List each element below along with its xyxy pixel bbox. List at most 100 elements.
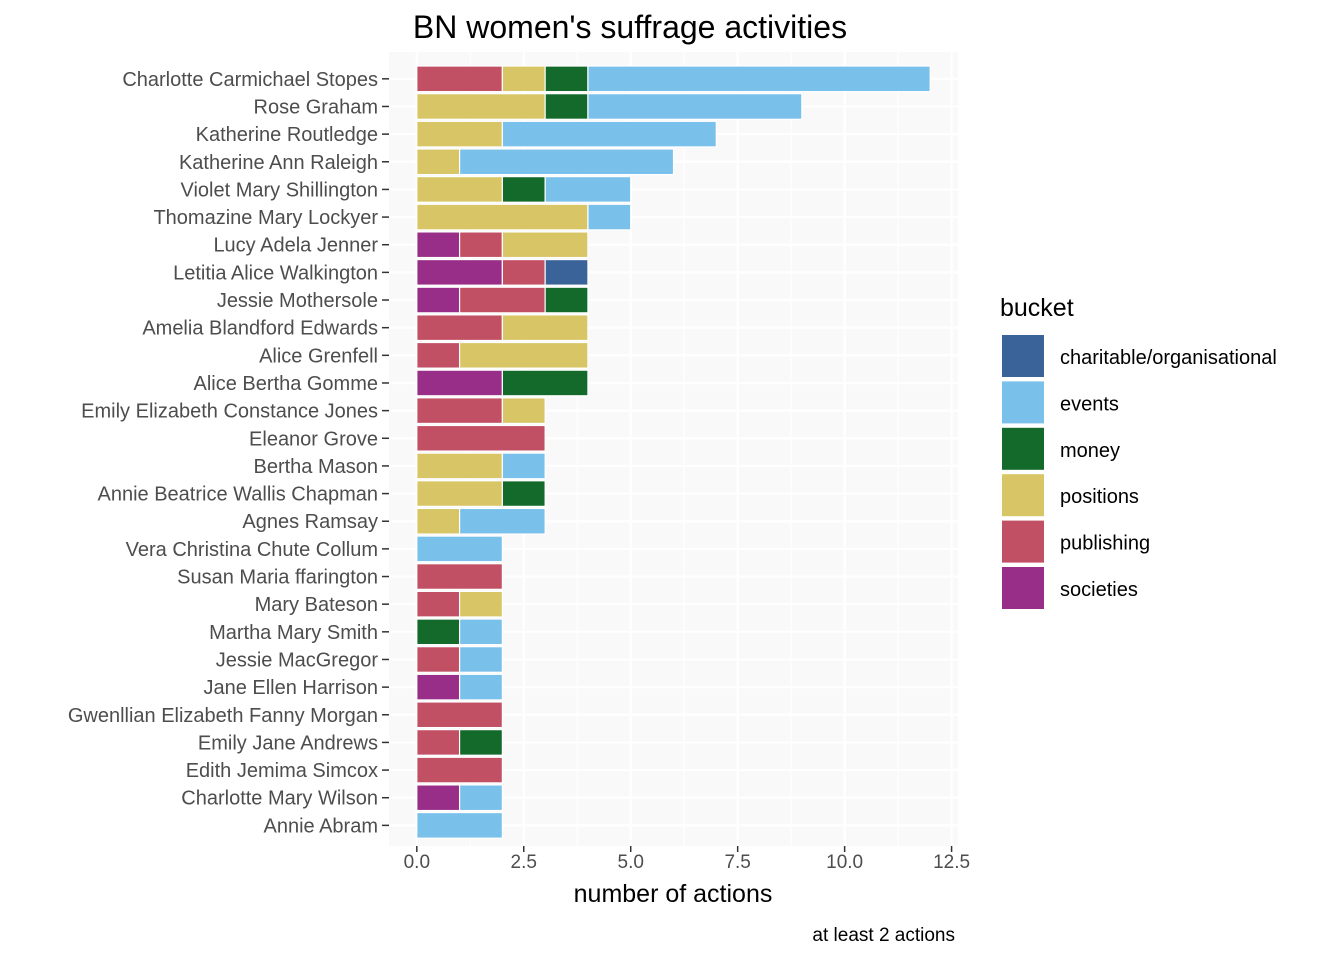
y-tick-label: Jane Ellen Harrison [203,677,378,699]
y-tick-label: Katherine Ann Raleigh [179,152,378,174]
y-tick-label: Jessie MacGregor [216,649,379,671]
legend-label: money [1060,440,1120,462]
y-tick-label: Katherine Routledge [196,124,378,146]
legend-label: charitable/organisational [1060,347,1277,369]
legend-swatch [1002,335,1044,377]
bar-segment [458,231,503,259]
y-tick-label: Gwenllian Elizabeth Fanny Morgan [68,705,378,727]
bar-segment [501,369,589,397]
x-tick-label: 5.0 [618,852,644,873]
x-tick-label: 10.0 [826,852,863,873]
y-tick-label: Jessie Mothersole [217,290,378,312]
bar-segment [458,729,503,756]
bar-segment [416,397,503,425]
bar-segment [587,65,931,93]
legend-swatch [1002,567,1044,609]
legend-swatch [1002,520,1044,563]
bar-segment [416,203,589,231]
x-tick-label: 2.5 [511,852,537,873]
legend-label: positions [1060,486,1139,508]
y-tick-label: Thomazine Mary Lockyer [153,207,378,229]
bar-segment [544,65,589,93]
bar-segment [416,729,461,756]
bar-segment [416,65,503,93]
y-tick-label: Emily Jane Andrews [198,732,378,754]
bar-segment [416,646,461,673]
x-axis: 0.0 2.5 5.0 7.5 10.0 12.5 [404,846,970,873]
bar-segment [416,480,503,507]
y-tick-label: Eleanor Grove [249,428,378,450]
bar-segment [458,341,589,369]
bar-segment [587,93,803,120]
bar-segment [416,811,503,839]
bars [416,65,931,839]
y-tick-label: Annie Abram [263,815,378,837]
y-tick-label: Charlotte Carmichael Stopes [122,69,378,91]
bar-segment [501,65,546,93]
y-tick-label: Rose Graham [254,96,379,118]
y-tick-label: Martha Mary Smith [209,622,378,644]
legend-label: events [1060,393,1119,415]
bar-segment [416,507,461,535]
bar-segment [416,590,461,618]
bar-segment [416,452,503,480]
bar-segment [501,176,546,203]
bar-segment [458,507,546,535]
x-axis-title: number of actions [574,880,773,908]
bar-segment [416,286,461,314]
bar-segment [416,341,461,369]
y-tick-label: Bertha Mason [253,456,378,478]
legend-items: charitable/organisational events money posi… [1002,335,1277,609]
bar-segment [544,93,589,120]
bar-segment [416,231,461,259]
bar-segment [501,480,546,507]
legend-title: bucket [1000,294,1074,322]
x-tick-label: 7.5 [724,852,750,873]
y-tick-label: Violet Mary Shillington [180,179,378,201]
bar-segment [416,314,503,342]
bar-segment [501,120,717,148]
bar-segment [458,646,503,673]
bar-segment [416,369,503,397]
bar-segment [501,397,546,425]
chart-title: BN women's suffrage activities [413,9,847,45]
legend-swatch [1002,474,1044,517]
y-tick-label: Annie Beatrice Wallis Chapman [98,484,379,506]
legend-swatch [1002,427,1044,470]
bar-segment [501,258,546,286]
bar-segment [416,563,503,590]
bar-segment [416,535,503,563]
bar-segment [501,231,589,259]
bar-segment [416,424,546,452]
y-tick-label: Susan Maria ffarington [177,567,378,589]
bar-segment [544,258,589,286]
bar-segment [416,784,461,812]
bar-segment [458,286,546,314]
y-tick-label: Alice Bertha Gomme [193,373,378,395]
x-tick-label: 12.5 [933,852,970,873]
legend-label: publishing [1060,533,1150,555]
bar-segment [458,590,503,618]
bar-segment [501,314,589,342]
bar-segment [458,148,675,176]
bar-segment [416,618,461,646]
bar-segment [416,756,503,784]
bar-segment [501,452,546,480]
bar-segment [416,673,461,701]
bar-segment [416,258,503,286]
y-tick-label: Emily Elizabeth Constance Jones [81,401,378,423]
bar-segment [544,176,632,203]
bar-segment [458,784,503,812]
bar-segment [416,120,503,148]
bar-segment [416,93,546,120]
y-tick-label: Amelia Blandford Edwards [142,318,378,340]
bar-segment [458,618,503,646]
y-tick-label: Alice Grenfell [259,345,378,367]
bar-segment [416,701,503,729]
y-tick-label: Lucy Adela Jenner [213,235,378,257]
y-tick-label: Vera Christina Chute Collum [126,539,378,561]
y-tick-label: Mary Bateson [255,594,378,616]
bar-segment [587,203,632,231]
legend-swatch [1002,381,1044,424]
